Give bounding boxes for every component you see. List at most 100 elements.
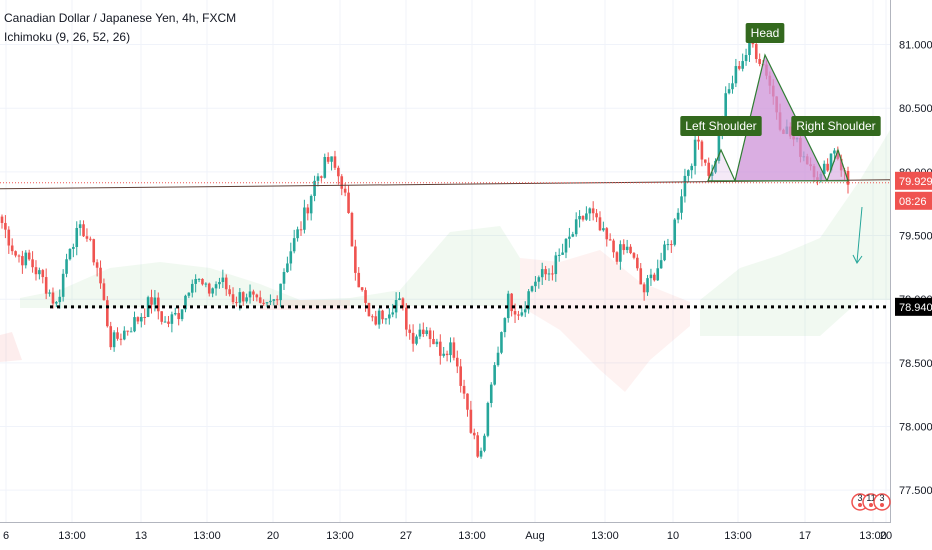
candle-body (85, 236, 89, 239)
candle-body (313, 180, 316, 196)
candle-body (323, 156, 327, 178)
pattern-label-left-shoulder[interactable]: Left Shoulder (680, 116, 762, 136)
candle-body (228, 289, 231, 295)
candle-body (48, 292, 51, 294)
candle-body (119, 338, 123, 340)
candle-body (214, 284, 218, 289)
candle-body (619, 244, 622, 262)
candle-body (744, 55, 748, 62)
candle-body (557, 254, 561, 256)
candle-body (428, 330, 432, 339)
candle-body (265, 302, 269, 304)
candle-body (646, 278, 649, 293)
candle-body (133, 317, 136, 332)
y-tick-label: 80.500 (899, 103, 932, 115)
candle-body (153, 297, 157, 305)
candle-body (455, 357, 459, 367)
level-tag: 78.940 (895, 297, 932, 316)
event-badge-count: 3 (857, 493, 862, 503)
candle-body (262, 302, 265, 304)
candle-body (309, 195, 313, 214)
candle-body (303, 207, 306, 230)
candle-body (527, 291, 530, 310)
candle-body (398, 298, 401, 301)
pattern-label-right-shoulder[interactable]: Right Shoulder (791, 116, 881, 136)
candle-body (608, 239, 612, 241)
bar-countdown: 08:26 (899, 196, 927, 208)
candle-body (411, 332, 415, 344)
candle-body (602, 228, 605, 231)
candle-body (700, 141, 704, 160)
candle-body (55, 302, 58, 304)
candle-body (578, 216, 581, 220)
candle-body (374, 316, 378, 325)
candle-body (289, 251, 293, 264)
x-tick-label: 6 (3, 530, 9, 542)
candle-body (435, 341, 439, 345)
event-badges[interactable]: 3 11 3 (851, 493, 891, 511)
candle-body (710, 172, 714, 176)
x-axis[interactable]: 6 13:00 13 13:00 20 13:00 27 13:00 Aug 13:00 10 13:… (3, 530, 892, 542)
candle-body (595, 213, 598, 218)
candle-body (687, 170, 690, 176)
symbol-title: Canadian Dollar / Japanese Yen, 4h, FXCM (4, 11, 237, 25)
candle-body (140, 316, 143, 322)
cloud-bull (700, 130, 890, 336)
candle-body (466, 393, 469, 410)
candle-body (506, 293, 510, 319)
candle-body (235, 302, 238, 304)
candle-body (306, 207, 310, 214)
candle-body (483, 435, 486, 451)
candle-body (741, 61, 744, 69)
candle-body (680, 196, 683, 213)
candle-body (663, 244, 666, 261)
candle-body (0, 216, 4, 223)
candle-body (405, 307, 408, 330)
candle-body (367, 302, 371, 317)
candle-body (221, 277, 225, 283)
candle-body (102, 283, 106, 301)
candle-body (822, 163, 826, 174)
candle-body (401, 298, 405, 308)
candle-body (231, 294, 235, 303)
candle-body (585, 213, 588, 220)
candle-body (150, 297, 153, 305)
candle-body (245, 297, 248, 302)
candle-body (68, 248, 72, 260)
head-label: Head (751, 26, 780, 40)
candle-body (41, 270, 45, 278)
candle-body (472, 432, 476, 436)
pattern-label-head[interactable]: Head (745, 23, 785, 43)
candle-body (449, 342, 452, 356)
candle-body (513, 311, 517, 315)
candle-body (204, 283, 208, 285)
candle-body (218, 282, 221, 285)
candle-body (340, 176, 344, 189)
candle-body (360, 287, 364, 291)
last-price-value: 79.929 (899, 176, 932, 188)
candle-body (493, 365, 496, 385)
candle-body (520, 312, 524, 316)
candle-body (704, 159, 707, 163)
candle-body (833, 150, 836, 154)
candle-body (292, 238, 296, 252)
candle-body (320, 176, 323, 178)
candle-body (683, 175, 687, 197)
candle-body (432, 338, 435, 345)
candle-body (754, 44, 758, 60)
candle-body (143, 316, 146, 318)
candle-body (377, 310, 381, 325)
candle-body (258, 297, 262, 303)
x-tick-label: 13:00 (591, 530, 619, 542)
candle-body (190, 283, 194, 293)
candle-body (384, 318, 388, 320)
candle-body (530, 286, 534, 292)
candle-body (224, 277, 228, 290)
candle-body (425, 330, 428, 335)
x-tick-label: 20 (267, 530, 279, 542)
candle-body (479, 450, 483, 457)
candle-body (7, 229, 11, 246)
candle-body (14, 251, 17, 256)
candle-body (167, 321, 170, 324)
